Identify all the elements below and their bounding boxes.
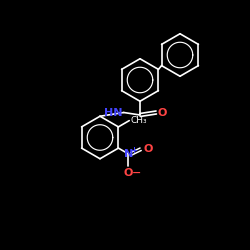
Text: O: O — [124, 168, 133, 178]
Text: N: N — [124, 149, 133, 159]
Text: HN: HN — [104, 108, 122, 118]
Text: O: O — [158, 108, 167, 118]
Text: −: − — [132, 168, 141, 177]
Text: CH₃: CH₃ — [130, 116, 147, 125]
Text: +: + — [130, 146, 137, 155]
Text: O: O — [144, 144, 153, 154]
